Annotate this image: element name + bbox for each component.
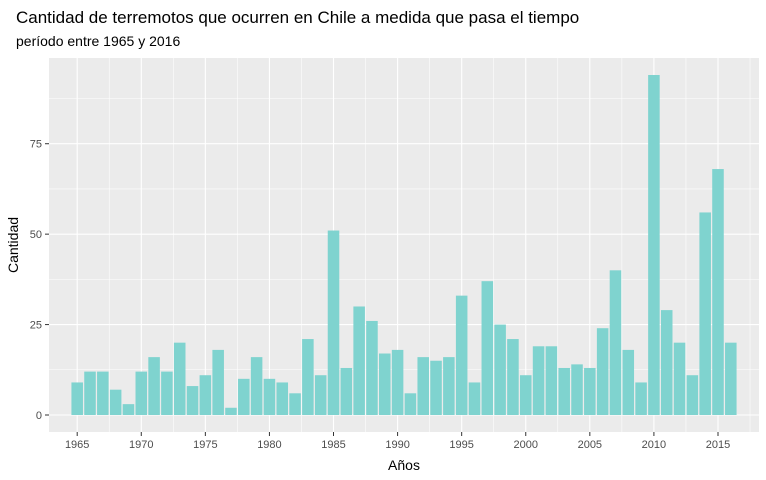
bar-1981 xyxy=(276,382,289,415)
bar-2004 xyxy=(571,364,583,415)
bar-1998 xyxy=(494,324,506,415)
y-axis: 0 25 50 75 xyxy=(30,139,49,422)
x-tick-label: 2005 xyxy=(578,439,602,451)
bar-1990 xyxy=(391,349,404,415)
bar-1976 xyxy=(212,349,224,415)
bar-1984 xyxy=(314,375,327,415)
bar-2005 xyxy=(584,367,596,415)
bar-2009 xyxy=(635,382,647,415)
x-tick-label: 2010 xyxy=(642,439,666,451)
bars xyxy=(71,75,737,415)
bar-1975 xyxy=(199,375,212,415)
x-tick-label: 1980 xyxy=(257,439,281,451)
bar-1977 xyxy=(225,407,237,415)
x-tick-label: 2015 xyxy=(706,439,730,451)
bar-1965 xyxy=(71,382,83,415)
bar-2016 xyxy=(725,342,737,415)
bar-2014 xyxy=(699,212,711,415)
bar-2006 xyxy=(596,328,609,415)
chart-subtitle: período entre 1965 y 2016 xyxy=(16,33,180,49)
bar-1983 xyxy=(302,339,314,415)
bar-1993 xyxy=(430,360,442,415)
bar-1985 xyxy=(327,230,340,415)
bar-1987 xyxy=(353,306,365,415)
bar-1972 xyxy=(161,371,173,415)
bar-1991 xyxy=(404,393,417,415)
bar-2008 xyxy=(622,349,635,415)
x-tick-label: 1990 xyxy=(385,439,409,451)
bar-1971 xyxy=(148,357,160,415)
bar-1992 xyxy=(417,357,429,415)
bar-1986 xyxy=(340,367,353,415)
bar-1969 xyxy=(122,404,135,415)
bar-2012 xyxy=(673,342,686,415)
bar-1970 xyxy=(135,371,148,415)
y-tick-label: 75 xyxy=(30,139,42,151)
x-tick-label: 1965 xyxy=(65,439,89,451)
bar-2015 xyxy=(712,169,724,415)
bar-1966 xyxy=(84,371,96,415)
bar-1996 xyxy=(468,382,481,415)
y-tick-label: 25 xyxy=(30,320,42,332)
bar-1979 xyxy=(250,357,263,415)
x-tick-label: 1985 xyxy=(321,439,345,451)
bar-1980 xyxy=(263,378,276,415)
bar-2013 xyxy=(686,375,699,415)
x-axis: 1965 1970 1975 1980 1985 1990 1995 2000 2005 2010… xyxy=(65,432,730,451)
bar-1989 xyxy=(379,353,391,415)
bar-2011 xyxy=(660,310,673,415)
bar-2003 xyxy=(558,367,570,415)
y-tick-label: 0 xyxy=(36,410,42,422)
x-tick-label: 2000 xyxy=(514,439,538,451)
bar-1995 xyxy=(455,295,468,415)
bar-1994 xyxy=(443,357,455,415)
bar-2000 xyxy=(519,375,532,415)
x-tick-label: 1995 xyxy=(449,439,473,451)
x-axis-label: Años xyxy=(388,457,420,473)
bar-1997 xyxy=(481,281,494,415)
bar-2002 xyxy=(545,346,558,415)
y-tick-label: 50 xyxy=(30,229,42,241)
chart-title: Cantidad de terremotos que ocurren en Ch… xyxy=(16,8,579,27)
bar-1988 xyxy=(366,320,378,415)
bar-2010 xyxy=(648,75,660,415)
y-axis-label: Cantidad xyxy=(5,217,21,273)
x-tick-label: 1975 xyxy=(193,439,217,451)
grid-minor xyxy=(49,58,759,432)
bar-1978 xyxy=(238,378,250,415)
bar-2001 xyxy=(532,346,545,415)
bar-1967 xyxy=(97,371,109,415)
bar-1973 xyxy=(173,342,186,415)
bar-2007 xyxy=(609,270,622,415)
bar-1982 xyxy=(289,393,301,415)
bar-1968 xyxy=(109,389,122,415)
bar-1999 xyxy=(507,339,519,415)
bar-1974 xyxy=(186,386,199,415)
x-tick-label: 1970 xyxy=(129,439,153,451)
